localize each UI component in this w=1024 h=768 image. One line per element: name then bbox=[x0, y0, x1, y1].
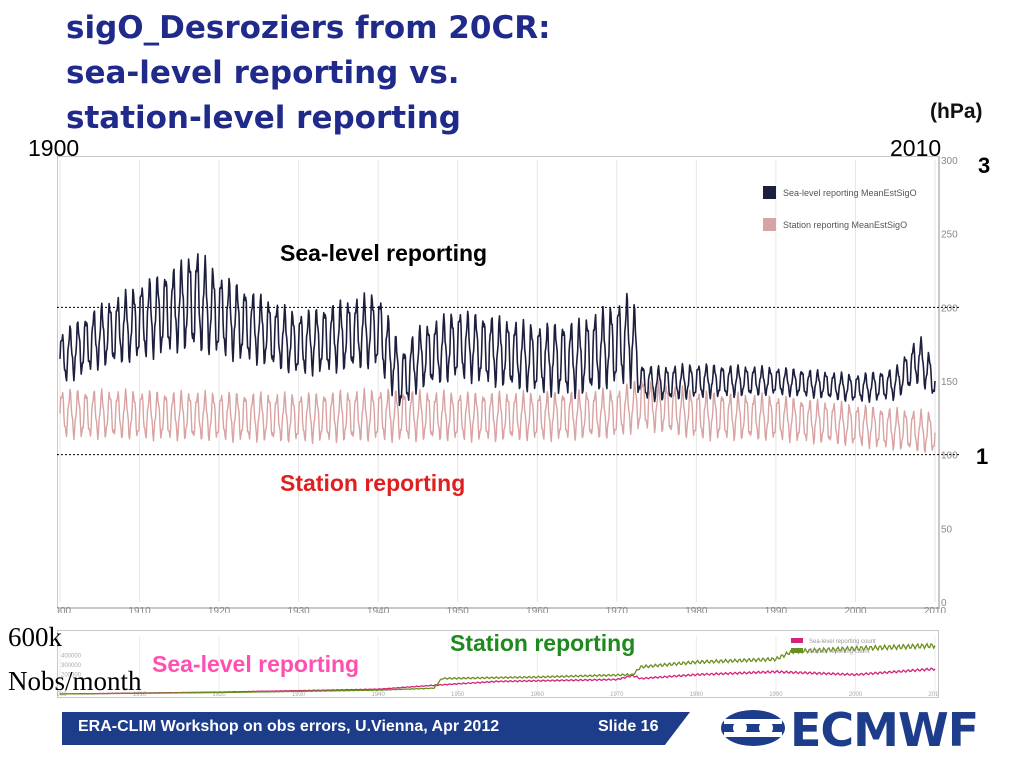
side-label-nobs: Nobs/month bbox=[8, 666, 142, 696]
legend-swatch-2 bbox=[791, 648, 803, 653]
x-tick-label-2: 1940 bbox=[372, 692, 386, 698]
x-tick-label: 1980 bbox=[685, 606, 708, 613]
y-tick-label: 250 bbox=[941, 230, 958, 241]
big-tick-upper: 3 bbox=[978, 153, 991, 178]
y-tick-label-2: 400000 bbox=[61, 653, 82, 659]
bottom-annotation-sea-level: Sea-level reporting bbox=[152, 651, 360, 677]
y-tick-label: 100 bbox=[941, 451, 958, 462]
side-label-600k: 600k bbox=[8, 622, 62, 652]
sigo-chart-svg: 0 50 100 150 200 250 300 1900 1910 1920 1930 1940 19… bbox=[49, 155, 961, 617]
title-line-2: sea-level reporting vs. bbox=[66, 55, 460, 91]
legend-label: Station reporting MeanEstSigO bbox=[783, 220, 907, 230]
x-tick-label-2: 1970 bbox=[610, 692, 624, 698]
x-tick-label: 1940 bbox=[367, 606, 390, 613]
legend-swatch bbox=[763, 186, 776, 199]
x-tick-label: 1990 bbox=[765, 606, 788, 613]
x-tick-label-2: 1900 bbox=[57, 692, 67, 698]
footer-text: ERA-CLIM Workshop on obs errors, U.Vienn… bbox=[78, 718, 500, 735]
x-tick-label-2: 1930 bbox=[292, 692, 306, 698]
x-tick-label-2: 1980 bbox=[690, 692, 704, 698]
x-tick-label: 1910 bbox=[128, 606, 151, 613]
ecmwf-logo-text: ECMWF bbox=[790, 703, 979, 757]
x-tick-label: 2000 bbox=[844, 606, 867, 613]
x-tick-label-2: 1960 bbox=[531, 692, 545, 698]
title-line-3: station-level reporting bbox=[66, 100, 461, 136]
sigo-chart: 0 50 100 150 200 250 300 1900 1910 1920 1930 1940 19… bbox=[49, 155, 961, 617]
nobs-chart: 1900 1910 1920 1930 1940 1950 1960 1970 1980 1990… bbox=[53, 629, 942, 699]
nobs-chart-svg: 1900 1910 1920 1930 1940 1950 1960 1970 1980 1990… bbox=[53, 629, 942, 699]
sea-level-series-line bbox=[59, 253, 936, 407]
x-tick-label: 1960 bbox=[526, 606, 549, 613]
x-tick-label: 1970 bbox=[606, 606, 629, 613]
x-tick-label: 2010 bbox=[924, 606, 947, 613]
y-tick-label-2: 300000 bbox=[61, 663, 82, 669]
y-tick-label: 150 bbox=[941, 377, 958, 388]
y-tick-label: 300 bbox=[941, 156, 958, 167]
x-tick-label-2: 2000 bbox=[849, 692, 863, 698]
x-tick-label-2: 1950 bbox=[451, 692, 465, 698]
legend-label-2: Station reporting count bbox=[809, 649, 870, 655]
x-tick-label: 1950 bbox=[447, 606, 470, 613]
x-tick-label: 1930 bbox=[288, 606, 311, 613]
x-tick-label: 1900 bbox=[57, 606, 72, 613]
x-tick-label-2: 1910 bbox=[133, 692, 147, 698]
station-count-line bbox=[60, 642, 936, 695]
big-tick-lower: 1 bbox=[976, 444, 989, 469]
x-tick-label-2: 2010 bbox=[928, 692, 939, 698]
slide-number: Slide 16 bbox=[598, 718, 659, 735]
footer-bar bbox=[62, 712, 690, 745]
x-tick-label-2: 1990 bbox=[769, 692, 783, 698]
slide-title: sigO_Desroziers from 20CR: sea-level rep… bbox=[66, 6, 766, 141]
annotation-sea-level: Sea-level reporting bbox=[280, 240, 488, 266]
bottom-annotation-station: Station reporting bbox=[450, 630, 636, 656]
y-tick-label: 200 bbox=[941, 303, 958, 314]
legend-label-2: Sea-level reporting count bbox=[809, 639, 876, 645]
unit-label: (hPa) bbox=[930, 100, 983, 123]
legend-swatch bbox=[763, 218, 776, 231]
x-tick-label-2: 1920 bbox=[212, 692, 226, 698]
legend-label: Sea-level reporting MeanEstSigO bbox=[783, 188, 917, 198]
y-tick-label-2: 200000 bbox=[61, 673, 82, 679]
x-tick-label: 1920 bbox=[208, 606, 231, 613]
ecmwf-logo-icon bbox=[721, 710, 785, 746]
title-line-1: sigO_Desroziers from 20CR: bbox=[66, 10, 551, 46]
annotation-station: Station reporting bbox=[280, 470, 466, 496]
y-tick-label: 0 bbox=[941, 598, 947, 609]
y-tick-label: 50 bbox=[941, 524, 953, 535]
station-series-line bbox=[59, 379, 936, 454]
legend-swatch-2 bbox=[791, 638, 803, 643]
